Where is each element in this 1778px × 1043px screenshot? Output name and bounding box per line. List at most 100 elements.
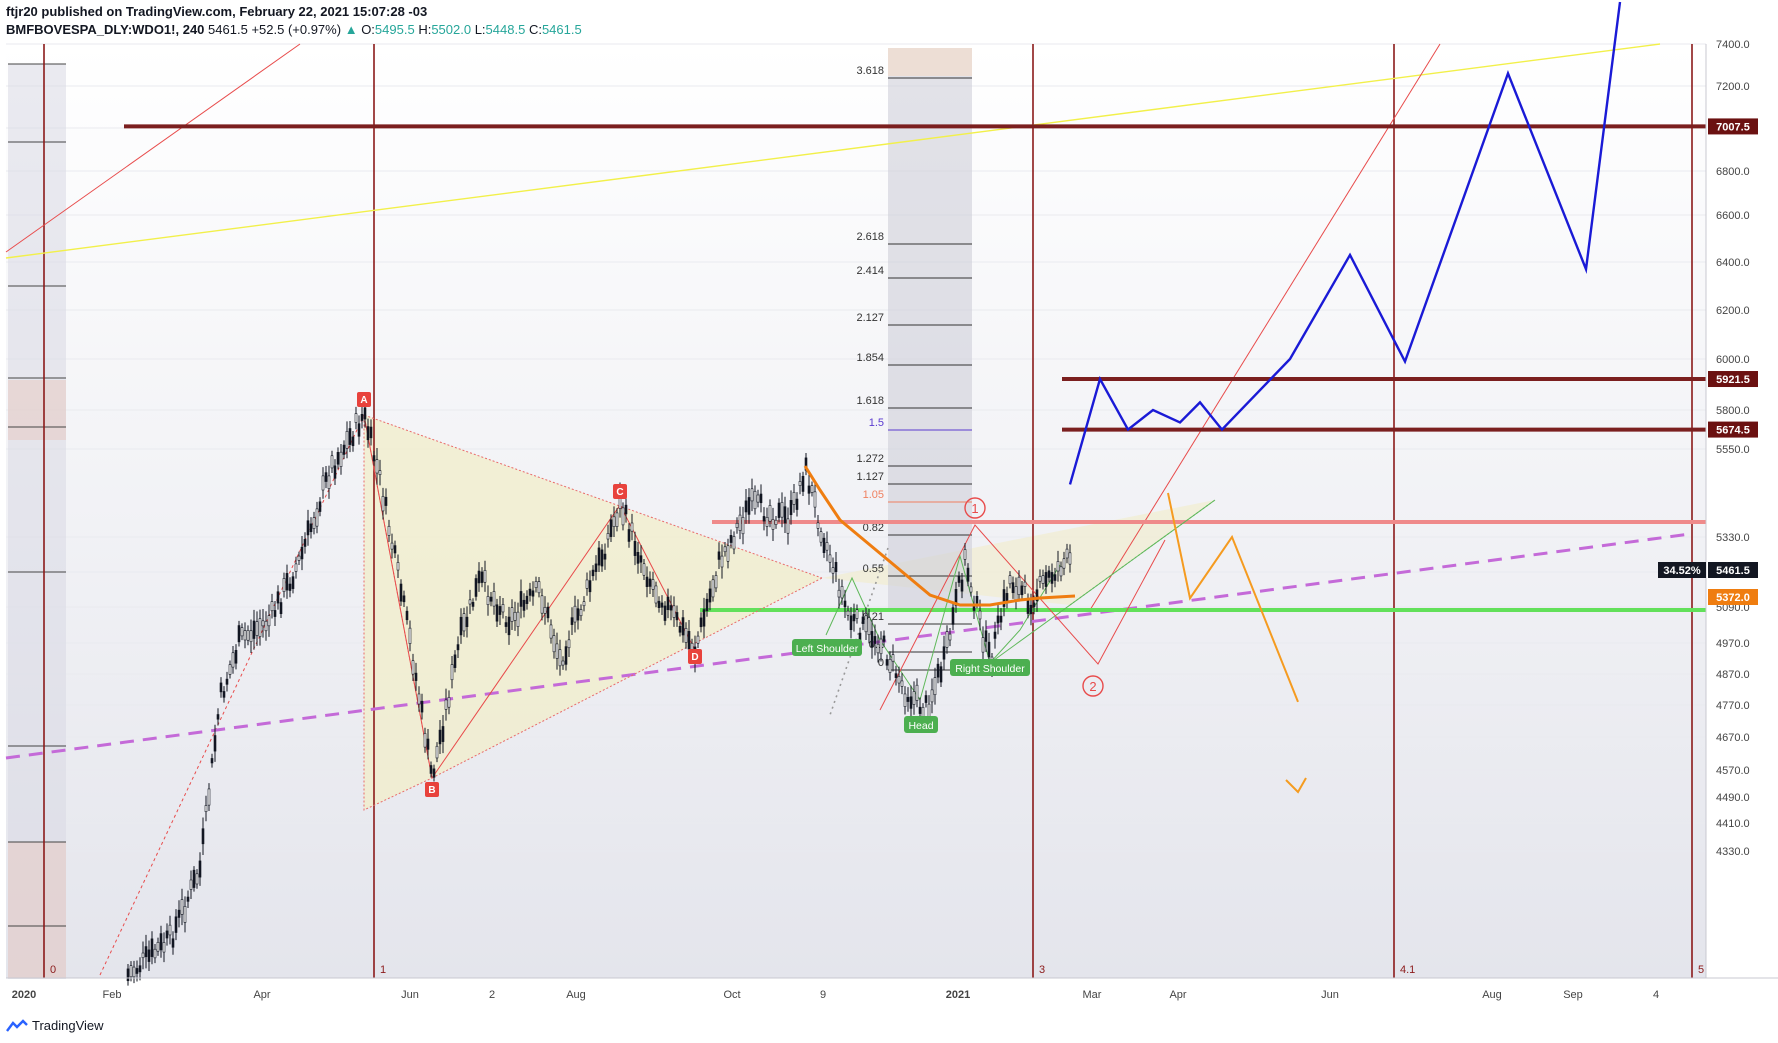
candle-body — [780, 502, 784, 518]
time-tick-label: Aug — [1482, 989, 1502, 1001]
candle-body — [795, 498, 799, 510]
candle-body — [477, 570, 481, 584]
candle-body — [135, 968, 139, 974]
candle-body — [360, 414, 364, 421]
candle-body — [384, 496, 388, 506]
candle-body — [810, 485, 814, 493]
high-value: 5502.0 — [431, 22, 472, 37]
candle-body — [333, 465, 337, 479]
candle-body — [240, 627, 244, 637]
candle-body — [318, 501, 322, 512]
candle-body — [189, 879, 193, 890]
candle-body — [507, 616, 511, 636]
pattern-point-label: B — [428, 785, 435, 796]
candle-body — [204, 805, 208, 812]
candle-body — [759, 493, 763, 504]
candle-body — [213, 735, 217, 752]
candle-body — [633, 541, 637, 556]
fib-level-label: 1.618 — [856, 395, 884, 407]
candle-body — [480, 571, 484, 583]
price-label-text: 5674.5 — [1716, 425, 1750, 437]
fib-extension: 3.618 2.618 2.414 2.127 1.854 1.618 1.5 1.272 1.… — [856, 48, 972, 671]
candle-body — [363, 407, 367, 420]
candle-body — [303, 539, 307, 547]
candle-body — [966, 567, 970, 582]
candle-body — [336, 452, 340, 465]
candle-body — [1062, 558, 1066, 569]
price-tick-label: 5550.0 — [1716, 444, 1750, 456]
candle-body — [879, 638, 883, 655]
time-axis[interactable]: 2020 Feb Apr Jun 2 Aug Oct 9 2021 Mar Apr Jun Aug Sep… — [6, 977, 1778, 1001]
yellow-trendline — [5, 43, 1661, 259]
candle-body — [387, 525, 391, 536]
candle-body — [798, 481, 802, 486]
candle-body — [1047, 570, 1051, 578]
candle-body — [729, 535, 733, 543]
orange-arrowhead — [1285, 777, 1307, 794]
candle-body — [903, 693, 907, 707]
orange-projection-path — [1167, 492, 1299, 703]
price-axis[interactable]: 7400.07200.07000.06800.06600.06400.06200… — [1658, 39, 1778, 978]
candle-body — [180, 899, 184, 915]
candle-body — [423, 733, 427, 748]
candle-body — [654, 585, 658, 604]
candle-body — [147, 949, 151, 962]
close-value: 5461.5 — [541, 22, 582, 37]
candle-body — [588, 580, 592, 593]
candle-body — [258, 618, 262, 637]
candle-body — [261, 620, 265, 627]
pattern-point-badge — [613, 484, 627, 499]
candle-body — [600, 549, 604, 567]
candle-body — [639, 555, 643, 563]
candle-body — [735, 523, 739, 528]
candle-body — [906, 697, 910, 702]
candle-body — [294, 563, 298, 572]
wave-label: 1 — [971, 501, 978, 516]
candle-body — [225, 678, 229, 685]
candle-body — [855, 609, 859, 619]
candle-body — [663, 605, 667, 621]
candle-body — [867, 617, 871, 635]
candle-body — [720, 555, 724, 568]
candle-body — [249, 630, 253, 643]
candle-body — [552, 635, 556, 653]
candle-body — [162, 942, 166, 953]
hs-label: Right Shoulder — [955, 663, 1025, 675]
candle-body — [381, 496, 385, 512]
candle-body — [420, 700, 424, 713]
wave-label: 2 — [1089, 679, 1096, 694]
candle-body — [1029, 604, 1033, 615]
candle-body — [1005, 593, 1009, 602]
triangle-edge — [363, 414, 823, 811]
wave-circle — [1082, 675, 1104, 697]
candle-body — [912, 691, 916, 705]
candle-body — [582, 601, 586, 607]
symbol-line: BMFBOVESPA_DLY:WDO1!, 240 5461.5 +52.5 (… — [6, 22, 582, 37]
candle-body — [513, 611, 517, 621]
candle-body — [768, 505, 772, 522]
candle-body — [975, 595, 979, 604]
price-tick-label: 4670.0 — [1716, 732, 1750, 744]
candle-body — [930, 689, 934, 703]
time-tick-label: 2021 — [946, 989, 970, 1001]
candle-body — [282, 578, 286, 592]
candle-body — [450, 664, 454, 681]
candle-body — [666, 596, 670, 611]
candle-body — [894, 673, 898, 678]
candle-body — [660, 602, 664, 608]
candle-body — [528, 588, 532, 596]
price-tick-label: 7200.0 — [1716, 81, 1750, 93]
candle-body — [1044, 572, 1048, 587]
footer[interactable]: TradingView — [6, 1018, 104, 1033]
candle-body — [756, 494, 760, 503]
candle-body — [201, 828, 205, 845]
candle-body — [519, 591, 523, 607]
price-label-box — [1708, 562, 1758, 578]
candle-body — [300, 546, 304, 560]
candle-body — [198, 860, 202, 878]
candle-body — [342, 444, 346, 455]
candle-body — [153, 948, 157, 959]
tradingview-logo-icon — [6, 1018, 28, 1032]
candle-body — [642, 563, 646, 576]
